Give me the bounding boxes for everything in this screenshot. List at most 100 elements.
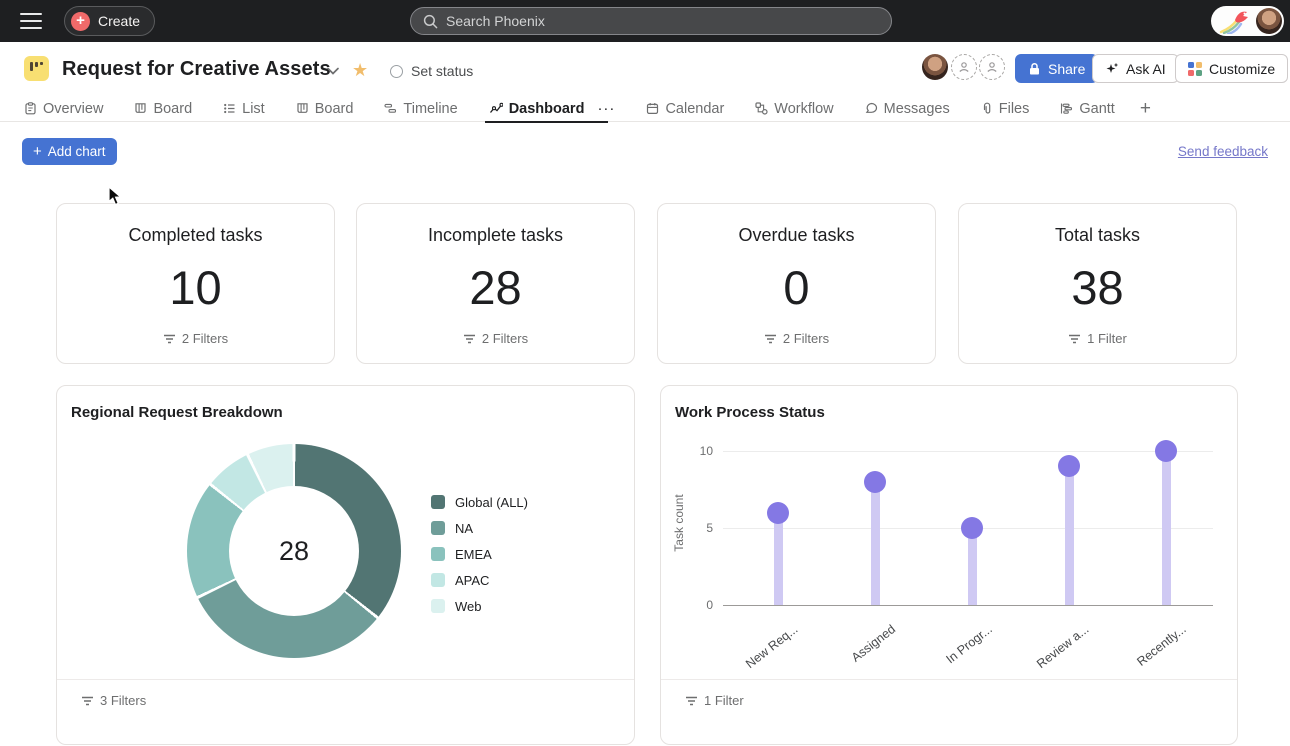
hamburger-menu-icon[interactable] (20, 13, 42, 29)
tab-dashboard[interactable]: Dashboard (484, 96, 609, 123)
chart-legend: Global (ALL) NA EMEA APAC Web (431, 489, 528, 619)
search-icon (423, 14, 438, 28)
filters-chip[interactable]: 2 Filters (357, 331, 634, 346)
x-axis-label: Recently... (1134, 622, 1189, 669)
stat-card-total[interactable]: Total tasks 38 1 Filter (958, 203, 1237, 364)
top-bar: + Create Search Phoenix (0, 0, 1290, 42)
tab-timeline[interactable]: Timeline (384, 96, 458, 122)
invite-avatar-placeholder[interactable] (979, 54, 1005, 80)
tab-messages[interactable]: Messages (865, 96, 950, 122)
workflow-icon (755, 102, 768, 115)
tab-overflow-menu[interactable]: ··· (597, 100, 616, 117)
y-tick-label: 5 (706, 521, 713, 535)
project-icon[interactable] (24, 56, 49, 81)
donut-total-value: 28 (278, 535, 310, 566)
ask-ai-label: Ask AI (1126, 60, 1166, 77)
chart-card-work-process-status[interactable]: Work Process Status Task count 0 5 10 New R… (660, 385, 1238, 745)
donut-center: 28 (229, 486, 359, 616)
search-placeholder: Search Phoenix (446, 13, 545, 29)
share-label: Share (1048, 60, 1086, 77)
legend-item[interactable]: APAC (431, 567, 528, 593)
tab-board-2[interactable]: Board (296, 96, 353, 122)
tab-gantt[interactable]: Gantt (1060, 96, 1115, 122)
user-menu[interactable] (1211, 6, 1284, 36)
donut-chart[interactable]: 28 (187, 444, 401, 658)
status-circle-icon (390, 64, 403, 78)
lollipop-dot[interactable] (1155, 440, 1177, 462)
add-tab-button[interactable]: + (1139, 97, 1151, 119)
legend-swatch (431, 573, 445, 587)
paperclip-icon (983, 102, 991, 114)
timeline-icon (384, 103, 397, 113)
lock-icon (1030, 62, 1039, 74)
send-feedback-link[interactable]: Send feedback (1177, 144, 1268, 159)
overview-icon (25, 102, 36, 115)
legend-swatch (431, 521, 445, 535)
lollipop-dot[interactable] (767, 501, 789, 524)
chart-title: Regional Request Breakdown (71, 404, 283, 421)
lollipop-stem (870, 481, 880, 605)
x-axis-label: Assigned (848, 622, 898, 665)
y-tick-label: 10 (699, 444, 713, 458)
tab-overview[interactable]: Overview (24, 96, 103, 122)
filters-chip[interactable]: 2 Filters (57, 331, 334, 346)
customize-button[interactable]: Customize (1175, 54, 1289, 83)
legend-item[interactable]: EMEA (431, 541, 528, 567)
ask-ai-button[interactable]: Ask AI (1092, 54, 1179, 83)
user-avatar[interactable] (1256, 8, 1282, 34)
tab-list[interactable]: List (223, 96, 265, 122)
page-title: Request for Creative Assets (62, 58, 331, 80)
filters-chip[interactable]: 3 Filters (81, 693, 146, 708)
invite-avatar-placeholder[interactable] (951, 54, 977, 80)
legend-swatch (431, 547, 445, 561)
legend-item[interactable]: Web (431, 593, 528, 619)
stat-card-incomplete[interactable]: Incomplete tasks 28 2 Filters (356, 203, 635, 364)
legend-item[interactable]: NA (431, 515, 528, 541)
filters-chip[interactable]: 1 Filter (685, 693, 744, 708)
filter-icon (1069, 334, 1081, 343)
person-icon (987, 62, 997, 72)
search-input[interactable]: Search Phoenix (410, 7, 892, 35)
stat-card-overdue[interactable]: Overdue tasks 0 2 Filters (657, 203, 936, 364)
x-axis-label: Review a... (1034, 622, 1092, 672)
tab-files[interactable]: Files (981, 96, 1029, 122)
board-icon (135, 103, 147, 113)
lollipop-dot[interactable] (864, 470, 886, 493)
create-button[interactable]: + Create (64, 6, 156, 36)
filter-icon (463, 334, 475, 343)
tab-calendar[interactable]: Calendar (646, 96, 724, 122)
x-axis-label: New Req... (743, 622, 801, 672)
favorite-star-icon[interactable]: ★ (352, 60, 369, 80)
stat-title: Total tasks (1054, 225, 1141, 245)
lollipop-chart[interactable]: Task count 0 5 10 New Req... Assigned In Prog… (661, 386, 1239, 746)
tab-board[interactable]: Board (134, 96, 192, 122)
legend-swatch (431, 495, 445, 509)
stat-value: 38 (1071, 261, 1124, 314)
lollipop-dot[interactable] (961, 517, 983, 539)
filters-chip[interactable]: 2 Filters (658, 331, 935, 346)
add-chart-button[interactable]: + Add chart (22, 138, 117, 165)
legend-swatch (431, 599, 445, 613)
project-header: Request for Creative Assets ★ Set status… (0, 42, 1290, 96)
share-button[interactable]: Share (1015, 54, 1099, 83)
chart-card-regional-breakdown[interactable]: Regional Request Breakdown 28 Global (AL… (56, 385, 635, 745)
set-status-button[interactable]: Set status (390, 63, 473, 79)
tab-bar: Overview Board List Board Timeline Dashb… (0, 96, 1290, 123)
chevron-down-icon[interactable] (326, 66, 340, 76)
y-tick-label: 0 (706, 598, 713, 612)
stat-title: Incomplete tasks (427, 225, 564, 245)
lollipop-dot[interactable] (1058, 455, 1080, 478)
create-button-label: Create (98, 13, 141, 29)
tab-workflow[interactable]: Workflow (755, 96, 834, 122)
calendar-icon (647, 103, 659, 115)
lollipop-stem (1161, 451, 1171, 605)
filters-chip[interactable]: 1 Filter (959, 331, 1236, 346)
member-avatar[interactable] (922, 54, 948, 80)
person-icon (959, 62, 969, 72)
stat-value: 10 (169, 261, 222, 314)
messages-icon (865, 102, 877, 113)
gantt-icon (1061, 103, 1073, 114)
stat-card-completed[interactable]: Completed tasks 10 2 Filters (56, 203, 335, 364)
legend-item[interactable]: Global (ALL) (431, 489, 528, 515)
add-chart-label: Add chart (47, 144, 106, 159)
